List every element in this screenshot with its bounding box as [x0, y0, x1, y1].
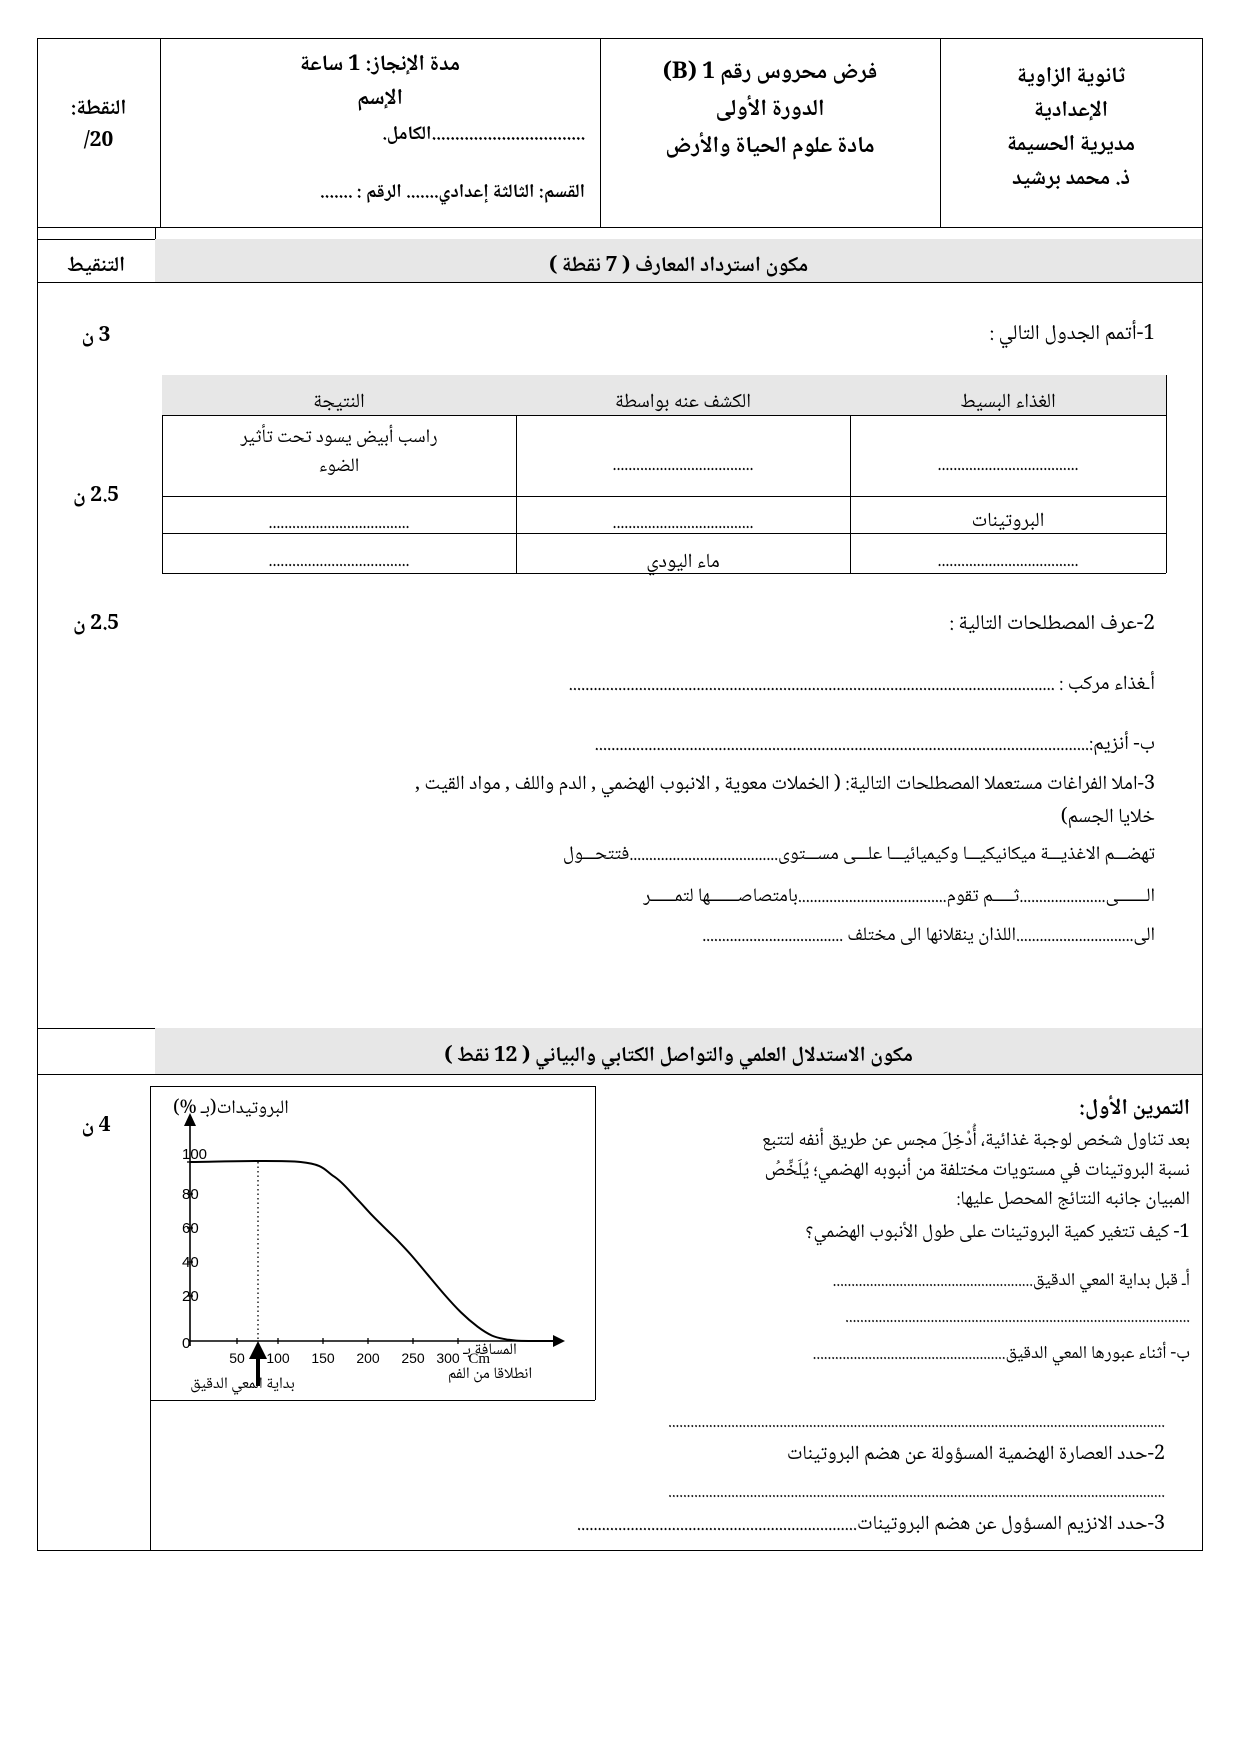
- svg-text:50: 50: [229, 1350, 245, 1366]
- svg-text:100: 100: [182, 1146, 207, 1163]
- svg-text:100: 100: [266, 1350, 290, 1366]
- svg-text:150: 150: [311, 1350, 335, 1366]
- svg-text:200: 200: [356, 1350, 380, 1366]
- svg-text:0: 0: [182, 1335, 190, 1352]
